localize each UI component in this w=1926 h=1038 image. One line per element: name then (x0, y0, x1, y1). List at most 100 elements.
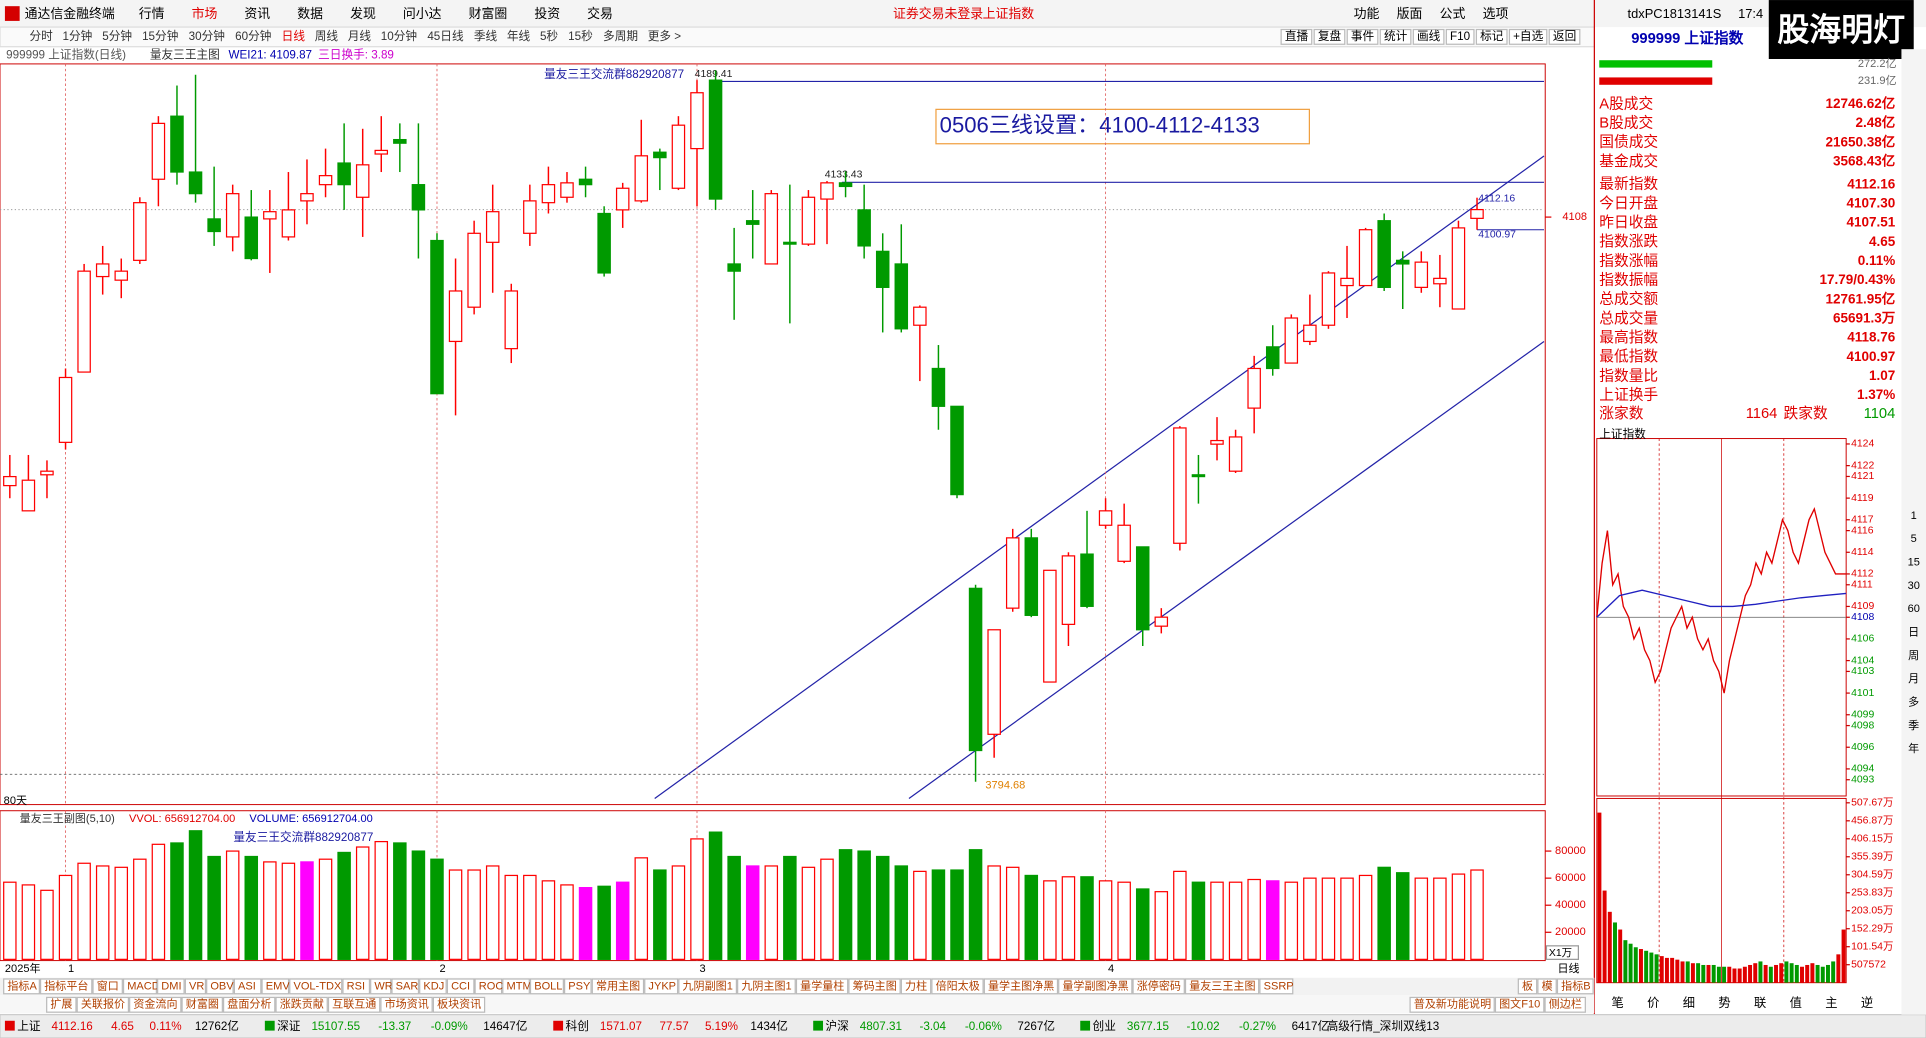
tab[interactable]: 量友三王主图 (1189, 978, 1255, 992)
period-button[interactable]: 15秒 (568, 29, 593, 43)
period-button[interactable]: 15分钟 (142, 29, 178, 43)
tab[interactable]: 窗口 (97, 978, 119, 992)
period-button[interactable]: 1分钟 (63, 29, 93, 43)
tab[interactable]: 侧边栏 (1549, 997, 1582, 1011)
tab[interactable]: 扩展 (50, 997, 72, 1011)
tab[interactable]: JYKP (648, 980, 676, 992)
tool-button[interactable]: 标记 (1480, 30, 1504, 43)
tool-button[interactable]: 画线 (1417, 29, 1441, 43)
tab[interactable]: 九阴主图1 (741, 979, 791, 992)
menu-item[interactable]: 问小达 (403, 6, 442, 21)
menu-item[interactable]: 市场 (192, 6, 218, 21)
quote-tab[interactable]: 价 (1647, 996, 1659, 1010)
tab[interactable]: PSY (568, 980, 591, 992)
tool-button[interactable]: 返回 (1553, 30, 1576, 43)
menu-item[interactable]: 发现 (350, 6, 376, 21)
menu-item[interactable]: 版面 (1397, 6, 1423, 21)
tab[interactable]: 盘面分析 (227, 997, 271, 1011)
menu-item[interactable]: 公式 (1440, 6, 1466, 21)
tab[interactable]: 板块资讯 (437, 997, 481, 1011)
period-button[interactable]: 60分钟 (235, 29, 271, 43)
tab[interactable]: 涨停密码 (1137, 978, 1181, 992)
quote-tab[interactable]: 值 (1790, 995, 1802, 1010)
menu-item[interactable]: 资讯 (244, 6, 270, 21)
menu-item[interactable]: 选项 (1483, 6, 1509, 21)
side-icon[interactable]: 1 (1911, 510, 1917, 522)
tool-button[interactable]: 事件 (1351, 29, 1375, 43)
tab[interactable]: ASI (238, 980, 256, 992)
tab[interactable]: 指标A (7, 978, 37, 992)
tab[interactable]: 指标B (1561, 978, 1590, 992)
menu-item[interactable]: 数据 (297, 6, 323, 21)
side-icon[interactable]: 多 (1908, 695, 1919, 709)
login-notice[interactable]: 证券交易未登录 (893, 6, 983, 21)
tab[interactable]: WR (374, 980, 392, 992)
tab[interactable]: 市场资讯 (385, 997, 429, 1011)
tool-button[interactable]: +自选 (1513, 30, 1543, 43)
tab[interactable]: OBV (210, 980, 234, 992)
tab[interactable]: MACD (127, 980, 160, 992)
quote-tab[interactable]: 势 (1718, 996, 1730, 1010)
period-button[interactable]: 周线 (315, 29, 339, 43)
tab[interactable]: 量学主图净黑 (988, 978, 1054, 992)
tab[interactable]: 互联互通 (332, 998, 376, 1011)
side-icon[interactable]: 日 (1908, 627, 1919, 639)
menu-item[interactable]: 功能 (1354, 6, 1380, 21)
period-button[interactable]: 30分钟 (189, 29, 225, 43)
tab[interactable]: 力柱 (905, 978, 927, 992)
period-button[interactable]: 45日线 (427, 29, 464, 43)
tab[interactable]: DMI (161, 980, 181, 992)
tab[interactable]: 模 (1542, 979, 1553, 992)
tab[interactable]: EMV (266, 980, 291, 992)
side-icon[interactable]: 月 (1908, 673, 1919, 685)
tab[interactable]: VR (189, 980, 204, 992)
menu-item[interactable]: 行情 (139, 6, 165, 21)
quote-tab[interactable]: 细 (1683, 996, 1695, 1010)
tab[interactable]: MTM (507, 980, 532, 992)
quote-tab[interactable]: 联 (1754, 996, 1766, 1010)
tab[interactable]: 指标平台 (44, 978, 88, 992)
tab[interactable]: 板 (1522, 978, 1533, 992)
side-icon[interactable]: 周 (1908, 649, 1919, 662)
period-button[interactable]: 年线 (507, 29, 531, 43)
quote-tab[interactable]: 逆 (1861, 995, 1873, 1010)
tab[interactable]: ROC (479, 980, 504, 992)
tab[interactable]: CCI (451, 980, 470, 992)
tool-button[interactable]: 直播 (1285, 29, 1309, 43)
tab[interactable]: 财富圈 (186, 997, 219, 1011)
tab[interactable]: 筹码主图 (853, 978, 897, 992)
tab[interactable]: 涨跌贡献 (280, 997, 324, 1011)
tool-button[interactable]: 复盘 (1318, 29, 1342, 43)
menu-item[interactable]: 财富圈 (469, 6, 508, 21)
tab[interactable]: SAR (396, 980, 419, 992)
tab[interactable]: SSRP (1264, 980, 1294, 992)
menu-item[interactable]: 交易 (587, 6, 613, 21)
period-button[interactable]: 月线 (348, 29, 372, 43)
side-icon[interactable]: 5 (1911, 533, 1917, 545)
period-button[interactable]: 分时 (29, 30, 53, 43)
tab[interactable]: 倍阳太极 (936, 978, 980, 992)
tab[interactable]: KDJ (423, 980, 444, 992)
tab[interactable]: 关联报价 (81, 997, 125, 1011)
tab[interactable]: RSI (347, 980, 365, 992)
tab[interactable]: 图文F10 (1499, 997, 1540, 1011)
side-icon[interactable]: 年 (1908, 741, 1919, 755)
period-button[interactable]: 10分钟 (381, 29, 417, 43)
period-button[interactable]: 5分钟 (102, 29, 132, 43)
side-icon[interactable]: 30 (1908, 580, 1920, 592)
tab[interactable]: 量学量柱 (800, 978, 844, 992)
menu-item[interactable]: 投资 (534, 6, 560, 21)
tab[interactable]: 资金流向 (133, 997, 177, 1011)
tab[interactable]: BOLL (534, 980, 562, 992)
quote-tab[interactable]: 笔 (1612, 995, 1624, 1010)
quote-tab[interactable]: 主 (1825, 996, 1837, 1010)
period-button[interactable]: 多周期 (603, 29, 638, 43)
tab[interactable]: 量学副图净黑 (1062, 978, 1128, 992)
side-icon[interactable]: 季 (1908, 719, 1919, 732)
side-icon[interactable]: 15 (1908, 557, 1920, 569)
period-button[interactable]: 日线 (282, 29, 306, 43)
tool-button[interactable]: 统计 (1384, 30, 1408, 43)
tab[interactable]: VOL-TDX (293, 980, 342, 992)
tab[interactable]: 常用主图 (596, 979, 640, 992)
tab[interactable]: 普及新功能说明 (1414, 997, 1491, 1011)
